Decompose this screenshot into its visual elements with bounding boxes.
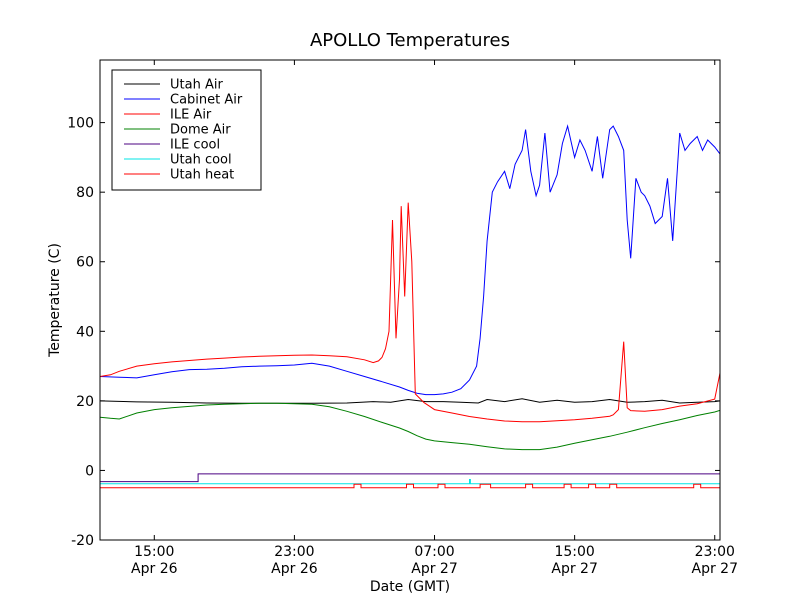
series-line-utah-cool (100, 479, 720, 485)
y-axis-label: Temperature (C) (47, 243, 63, 358)
x-tick-date-label: Apr 27 (411, 561, 457, 577)
x-tick-date-label: Apr 27 (551, 561, 597, 577)
y-tick-label: 100 (67, 116, 94, 132)
series-line-cabinet-air (100, 124, 720, 396)
x-tick-time-label: 07:00 (414, 544, 454, 560)
legend-label-utah-cool: Utah cool (170, 153, 232, 168)
legend-box (111, 69, 262, 191)
legend-label-cabinet-air: Cabinet Air (170, 93, 243, 108)
legend-label-utah-air: Utah Air (170, 78, 223, 93)
series-line-utah-heat (100, 483, 720, 489)
x-tick-time-label: 15:00 (554, 544, 594, 560)
x-axis-label: Date (GMT) (370, 579, 450, 595)
legend-label-dome-air: Dome Air (170, 123, 231, 138)
series-group (100, 124, 720, 489)
x-tick-date-label: Apr 27 (692, 561, 738, 577)
legend-label-ile-air: ILE Air (170, 108, 212, 123)
legend-label-ile-cool: ILE cool (170, 138, 220, 153)
x-tick-time-label: 15:00 (134, 544, 174, 560)
x-tick-time-label: 23:00 (274, 544, 314, 560)
y-tick-label: 0 (85, 463, 94, 479)
series-line-ile-cool (100, 473, 720, 483)
series-line-dome-air (100, 402, 720, 451)
y-tick-label: 40 (76, 324, 94, 340)
plot-frame (99, 59, 721, 541)
x-tick-date-label: Apr 26 (271, 561, 318, 577)
y-tick-label: 60 (76, 255, 94, 271)
y-tick-label: 20 (76, 394, 94, 410)
y-axis: -20 0 20 40 60 80 100 (67, 116, 720, 549)
legend-label-utah-heat: Utah heat (170, 168, 234, 183)
x-tick-time-label: 23:00 (695, 544, 735, 560)
x-tick-date-label: Apr 26 (131, 561, 178, 577)
y-tick-label: 80 (76, 185, 94, 201)
y-tick-label: -20 (71, 533, 94, 549)
chart-title: APOLLO Temperatures (310, 30, 510, 51)
series-line-ile-air (100, 202, 720, 423)
